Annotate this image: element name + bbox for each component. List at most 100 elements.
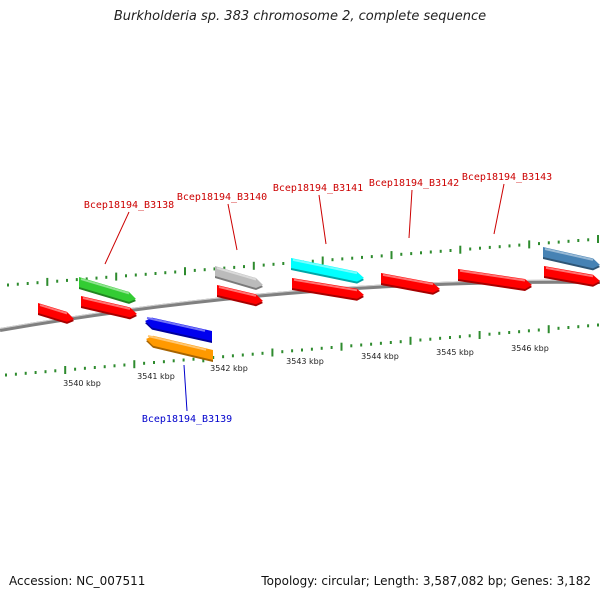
feature-arrow [81, 296, 137, 320]
inner-tick-mark [429, 337, 432, 341]
outer-tick-mark [95, 276, 98, 280]
gene-label: Bcep18194_B3141 [273, 183, 363, 194]
feature-arrow-highlight [382, 273, 434, 286]
inner-tick-mark [587, 324, 590, 328]
feature-arrow-highlight [293, 278, 358, 292]
feature-arrow [292, 278, 364, 301]
outer-tick-mark [243, 265, 245, 269]
outer-tick-mark [577, 239, 580, 242]
inner-tick-mark [577, 325, 580, 329]
inner-tick-mark [399, 340, 402, 344]
inner-tick-mark [458, 335, 461, 339]
outer-tick-mark [36, 281, 39, 285]
inner-tick-mark [271, 348, 274, 357]
feature-arrow-highlight [459, 269, 526, 282]
outer-tick-mark [16, 282, 19, 286]
outer-tick-mark [587, 238, 590, 242]
outer-tick-mark [203, 268, 206, 272]
outer-tick-mark [410, 252, 413, 256]
inner-tick-mark [182, 358, 185, 362]
inner-tick-mark [527, 329, 530, 333]
outer-tick-mark [233, 265, 236, 269]
outer-tick-mark [85, 277, 88, 281]
label-leader-lines [104, 183, 505, 412]
inner-tick-mark [389, 341, 392, 344]
inner-tick-mark [24, 371, 27, 375]
outer-tick-mark [567, 239, 570, 243]
inner-tick-mark [547, 325, 550, 334]
inner-tick-mark [291, 349, 294, 353]
inner-tick-mark [133, 360, 136, 369]
outer-tick-mark [144, 272, 147, 276]
outer-tick-mark [115, 272, 118, 281]
inner-tick-mark [281, 350, 284, 354]
inner-tick-mark [251, 352, 254, 356]
inner-tick-mark [508, 331, 511, 334]
outer-tick-mark [164, 271, 167, 275]
inner-tick-mark [14, 372, 17, 376]
outer-tick-mark [7, 283, 9, 287]
inner-tick-mark [360, 343, 363, 347]
inner-tick-mark [330, 346, 333, 349]
outer-tick-mark [184, 267, 186, 276]
outer-tick-mark [105, 275, 108, 279]
outer-tick-mark [331, 258, 334, 262]
outer-tick-mark [538, 242, 540, 246]
feature-arrow [79, 277, 136, 304]
inner-tick-mark [123, 363, 126, 367]
inner-tick-mark [44, 370, 47, 374]
inner-tick-mark [301, 348, 303, 352]
inner-tick-mark [310, 347, 313, 351]
feature-arrow-highlight [80, 278, 130, 295]
axis-tick-label: 3543 kbp [286, 357, 324, 366]
feature-arrow [145, 316, 212, 343]
accession-text: Accession: NC_007511 [9, 574, 146, 588]
outer-tick-mark [341, 257, 344, 261]
outer-tick-mark [252, 261, 255, 270]
feature-arrow [38, 303, 74, 324]
label-leader-line [493, 183, 505, 235]
feature-arrow-highlight [218, 286, 257, 297]
inner-tick-mark [143, 361, 146, 365]
feature-arrow [458, 269, 532, 291]
outer-tick-mark [46, 277, 49, 286]
inner-tick-mark [5, 373, 7, 377]
outer-tick-mark [361, 255, 363, 259]
outer-tick-mark [557, 240, 560, 244]
axis-tick-labels: 3540 kbp 3541 kbp 3542 kbp 3543 kbp 3544 kbp… [63, 344, 549, 388]
label-leader-line [183, 364, 188, 412]
outer-tick-mark [193, 268, 196, 272]
outer-tick-mark [547, 241, 550, 245]
inner-tick-mark [34, 371, 37, 374]
outer-tick-mark [479, 246, 481, 250]
inner-tick-mark [498, 331, 501, 335]
inner-tick-mark [320, 346, 323, 350]
outer-tick-mark [351, 256, 354, 260]
inner-tick-mark [192, 357, 195, 361]
axis-tick-label: 3542 kbp [210, 364, 248, 373]
outer-tick-mark [439, 249, 442, 253]
inner-tick-mark [162, 360, 165, 364]
outer-tick-mark [429, 250, 432, 254]
feature-tracks [38, 247, 600, 362]
inner-tick-mark [488, 332, 491, 336]
outer-tick-mark [75, 278, 78, 282]
inner-tick-mark [409, 336, 412, 345]
gene-label: Bcep18194_B3139 [142, 414, 232, 425]
inner-tick-mark [370, 342, 373, 346]
outer-tick-mark [469, 247, 472, 251]
outer-tick-mark [56, 279, 59, 283]
feature-arrow-body [145, 317, 212, 341]
outer-tick-mark [498, 245, 501, 249]
outer-tick-mark [262, 263, 265, 267]
inner-tick-track [5, 323, 599, 377]
inner-tick-mark [83, 366, 86, 370]
outer-tick-mark [282, 262, 285, 265]
outer-tick-mark [528, 240, 531, 249]
outer-tick-track [7, 235, 599, 287]
outer-tick-mark [518, 243, 521, 247]
inner-tick-mark [537, 328, 540, 332]
inner-tick-mark [261, 351, 264, 355]
inner-tick-mark [172, 359, 175, 363]
